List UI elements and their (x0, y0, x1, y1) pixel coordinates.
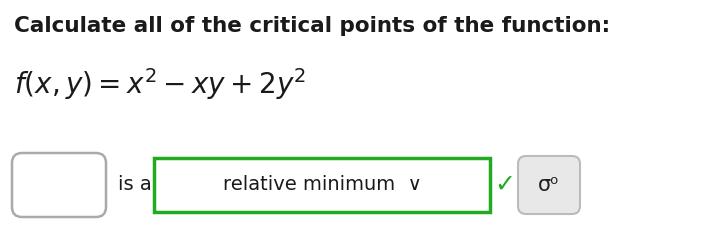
Text: σᵒ: σᵒ (538, 175, 560, 195)
Text: relative minimum  ∨: relative minimum ∨ (223, 175, 421, 194)
FancyBboxPatch shape (154, 158, 490, 212)
FancyBboxPatch shape (518, 156, 580, 214)
Text: is a: is a (118, 175, 152, 194)
Text: ✓: ✓ (495, 173, 516, 197)
Text: Calculate all of the critical points of the function:: Calculate all of the critical points of … (14, 16, 610, 36)
FancyBboxPatch shape (12, 153, 106, 217)
Text: $f(x, y) = x^2 - xy + 2y^2$: $f(x, y) = x^2 - xy + 2y^2$ (14, 66, 306, 102)
